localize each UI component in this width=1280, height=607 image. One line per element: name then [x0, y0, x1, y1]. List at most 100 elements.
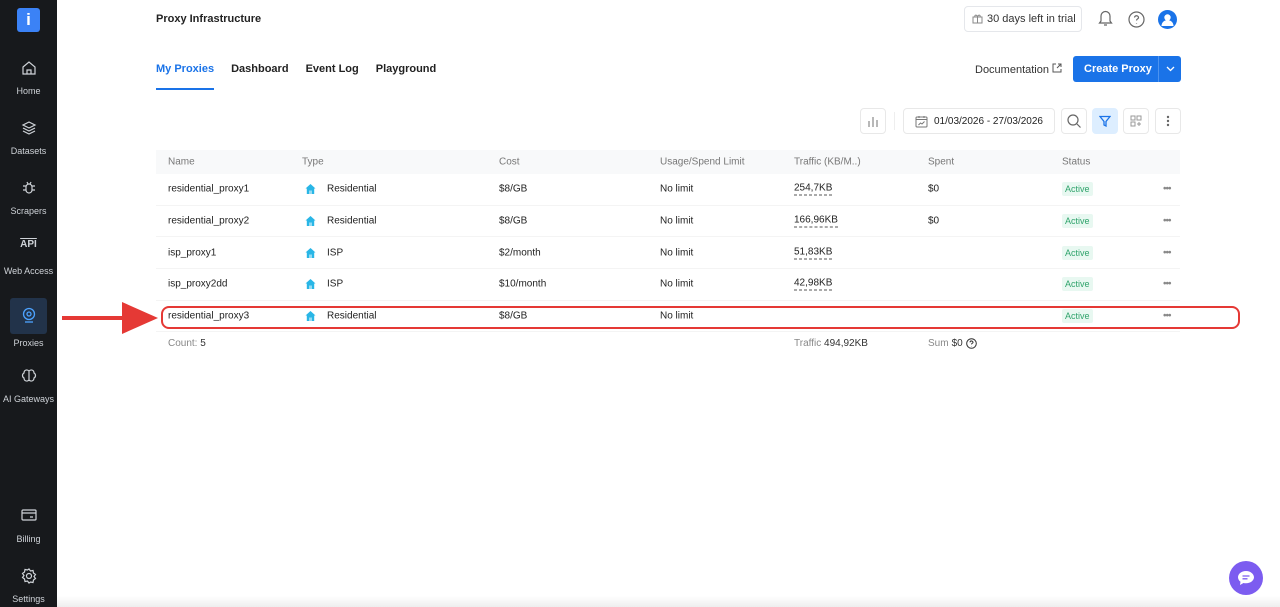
proxy-traffic[interactable]: 51,83KB	[794, 246, 833, 260]
help-icon[interactable]	[1128, 11, 1145, 28]
house-icon	[305, 311, 316, 322]
column-header-traffic[interactable]: Traffic (KB/M..)	[794, 156, 861, 168]
proxy-type: ISP	[305, 247, 343, 258]
sidebar-item-settings[interactable]: Settings	[0, 568, 57, 604]
api-icon: API	[20, 239, 37, 250]
house-icon	[305, 216, 316, 227]
proxy-type: Residential	[305, 311, 376, 322]
proxy-limit: No limit	[660, 247, 694, 259]
credit-card-icon	[20, 509, 37, 521]
proxy-name[interactable]: residential_proxy2	[168, 215, 250, 227]
sidebar-item-home[interactable]: Home	[0, 60, 57, 96]
table-row[interactable]: residential_proxy3 Residential $8/GB No …	[156, 301, 1180, 333]
proxy-name[interactable]: isp_proxy1	[168, 247, 217, 259]
table-row[interactable]: residential_proxy2 Residential $8/GB No …	[156, 206, 1180, 238]
gift-icon	[972, 14, 983, 24]
table-row[interactable]: residential_proxy1 Residential $8/GB No …	[156, 174, 1180, 206]
chat-button[interactable]	[1229, 561, 1263, 595]
column-header-cost[interactable]: Cost	[499, 156, 520, 168]
proxy-type: ISP	[305, 279, 343, 290]
add-columns-icon	[1130, 115, 1142, 127]
sidebar-item-proxies[interactable]: Proxies	[0, 298, 57, 348]
filter-icon	[1099, 115, 1111, 127]
brain-icon	[21, 369, 36, 382]
user-avatar-icon[interactable]	[1158, 10, 1177, 29]
columns-button[interactable]	[1123, 108, 1149, 134]
sum-summary: Sum $0	[928, 338, 977, 349]
column-header-spent[interactable]: Spent	[928, 156, 955, 168]
chart-view-button[interactable]	[860, 108, 886, 134]
column-header-name[interactable]: Name	[168, 156, 195, 168]
divider	[894, 112, 895, 130]
tab-event-log[interactable]: Event Log	[305, 63, 359, 75]
bug-icon	[22, 181, 35, 194]
row-actions-button[interactable]: •••	[1163, 278, 1171, 290]
date-range-picker[interactable]: 01/03/2026 - 27/03/2026	[903, 108, 1055, 134]
bar-chart-icon	[868, 117, 878, 127]
sidebar-item-datasets[interactable]: Datasets	[0, 120, 57, 156]
sidebar-item-ai-gateways[interactable]: AI Gateways	[0, 368, 57, 404]
proxy-type: Residential	[305, 216, 376, 227]
proxy-limit: No limit	[660, 278, 694, 290]
row-actions-button[interactable]: •••	[1163, 247, 1171, 259]
proxy-spent: $0	[928, 183, 940, 195]
calendar-icon	[915, 115, 928, 127]
sidebar-item-web-access[interactable]: API Web Access	[0, 239, 57, 277]
filter-button[interactable]	[1092, 108, 1118, 134]
sidebar-item-scrapers[interactable]: Scrapers	[0, 180, 57, 216]
sidebar-item-billing[interactable]: Billing	[0, 508, 57, 544]
column-header-limit[interactable]: Usage/Spend Limit	[660, 156, 745, 168]
create-proxy-button[interactable]: Create Proxy	[1073, 56, 1181, 82]
table-row[interactable]: isp_proxy2dd ISP $10/month No limit 42,9…	[156, 269, 1180, 301]
column-header-status[interactable]: Status	[1062, 156, 1091, 168]
highlight-annotation	[161, 306, 1240, 329]
tab-playground[interactable]: Playground	[375, 63, 437, 75]
proxy-limit: No limit	[660, 183, 694, 195]
status-badge: Active	[1062, 214, 1093, 229]
proxies-table: Name Type Cost Usage/Spend Limit Traffic…	[156, 150, 1180, 333]
sidebar: i Home Datasets Scrapers API Web Access P…	[0, 0, 57, 607]
row-actions-button[interactable]: •••	[1163, 215, 1171, 227]
proxy-traffic[interactable]: 166,96KB	[794, 214, 838, 228]
proxy-traffic[interactable]: 254,7KB	[794, 182, 833, 196]
search-button[interactable]	[1061, 108, 1087, 134]
create-proxy-dropdown[interactable]	[1158, 56, 1181, 82]
proxy-cost: $8/GB	[499, 215, 528, 227]
bell-icon[interactable]	[1098, 9, 1113, 27]
help-icon[interactable]	[965, 338, 977, 349]
status-badge: Active	[1062, 245, 1093, 260]
proxy-limit: No limit	[660, 215, 694, 227]
layers-icon	[21, 121, 36, 135]
proxy-name[interactable]: residential_proxy3	[168, 310, 250, 322]
tab-dashboard[interactable]: Dashboard	[231, 63, 289, 75]
proxy-spent: $0	[928, 215, 940, 227]
status-badge: Active	[1062, 277, 1093, 292]
proxy-cost: $8/GB	[499, 183, 528, 195]
documentation-link[interactable]: Documentation	[975, 63, 1062, 76]
tab-my-proxies[interactable]: My Proxies	[156, 63, 215, 90]
column-header-type[interactable]: Type	[302, 156, 324, 168]
table-header: Name Type Cost Usage/Spend Limit Traffic…	[156, 150, 1180, 174]
table-row[interactable]: isp_proxy1 ISP $2/month No limit 51,83KB…	[156, 237, 1180, 270]
chevron-down-icon	[1166, 66, 1175, 72]
proxy-name[interactable]: residential_proxy1	[168, 183, 250, 195]
proxy-name[interactable]: isp_proxy2dd	[168, 278, 228, 290]
proxy-traffic[interactable]: 42,98KB	[794, 277, 833, 291]
proxy-cost: $10/month	[499, 278, 547, 290]
trial-badge[interactable]: 30 days left in trial	[964, 6, 1082, 32]
location-pin-icon	[22, 307, 35, 323]
tab-bar: My Proxies Dashboard Event Log Playgroun…	[156, 63, 436, 90]
more-options-button[interactable]	[1155, 108, 1181, 134]
house-icon	[305, 247, 316, 258]
page-title: Proxy Infrastructure	[156, 13, 262, 25]
proxy-type: Residential	[305, 184, 376, 195]
proxy-limit: No limit	[660, 310, 694, 322]
row-actions-button[interactable]: •••	[1163, 310, 1171, 322]
house-icon	[305, 184, 316, 195]
traffic-summary: Traffic 494,92KB	[794, 338, 868, 349]
kebab-menu-icon	[1166, 115, 1170, 127]
row-actions-button[interactable]: •••	[1163, 183, 1171, 195]
count-summary: Count: 5	[168, 338, 206, 349]
app-logo[interactable]: i	[17, 8, 40, 32]
gear-icon	[21, 568, 36, 584]
